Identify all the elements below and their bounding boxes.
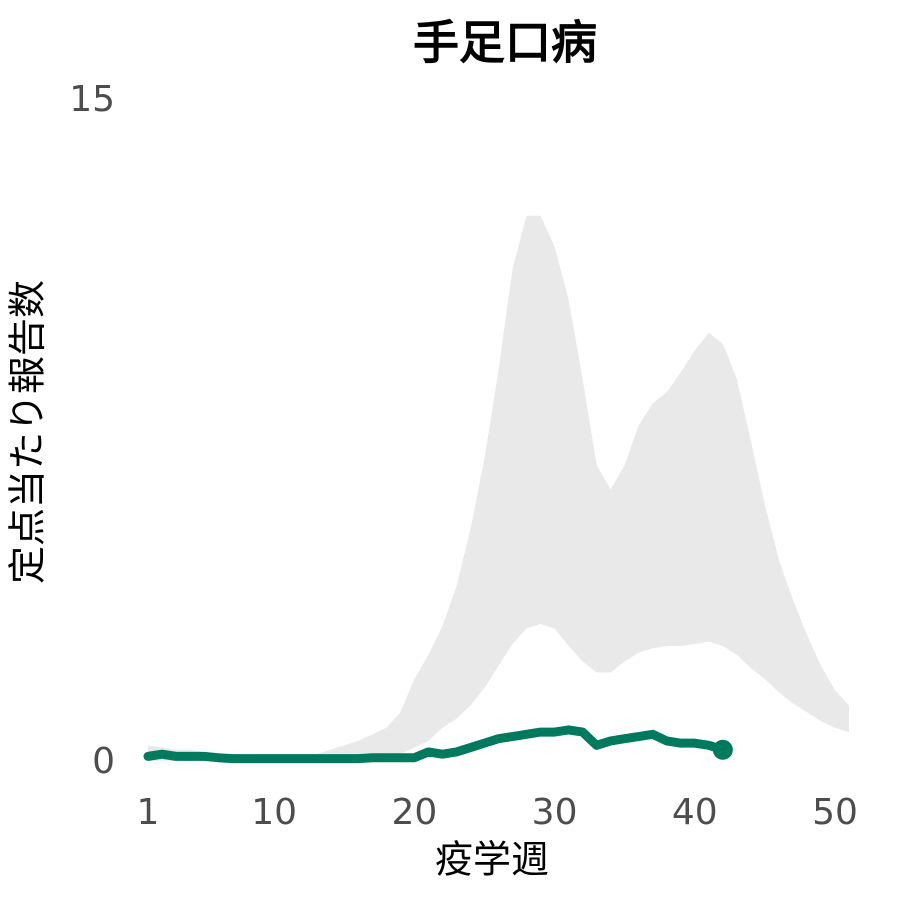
x-tick-label: 50 bbox=[812, 792, 858, 833]
y-tick-label: 0 bbox=[92, 741, 115, 782]
x-tick-label: 1 bbox=[137, 792, 160, 833]
x-tick-label: 10 bbox=[251, 792, 297, 833]
y-tick-label: 15 bbox=[69, 79, 115, 120]
x-tick-label: 20 bbox=[391, 792, 437, 833]
x-tick-label: 30 bbox=[532, 792, 578, 833]
chart-title: 手足口病 bbox=[413, 16, 597, 70]
y-axis-label: 定点当たり報告数 bbox=[6, 280, 50, 584]
range-band bbox=[148, 215, 850, 761]
end-point bbox=[712, 739, 733, 760]
x-tick-label: 40 bbox=[672, 792, 718, 833]
x-axis-label: 疫学週 bbox=[435, 838, 549, 882]
data-line bbox=[143, 725, 728, 764]
